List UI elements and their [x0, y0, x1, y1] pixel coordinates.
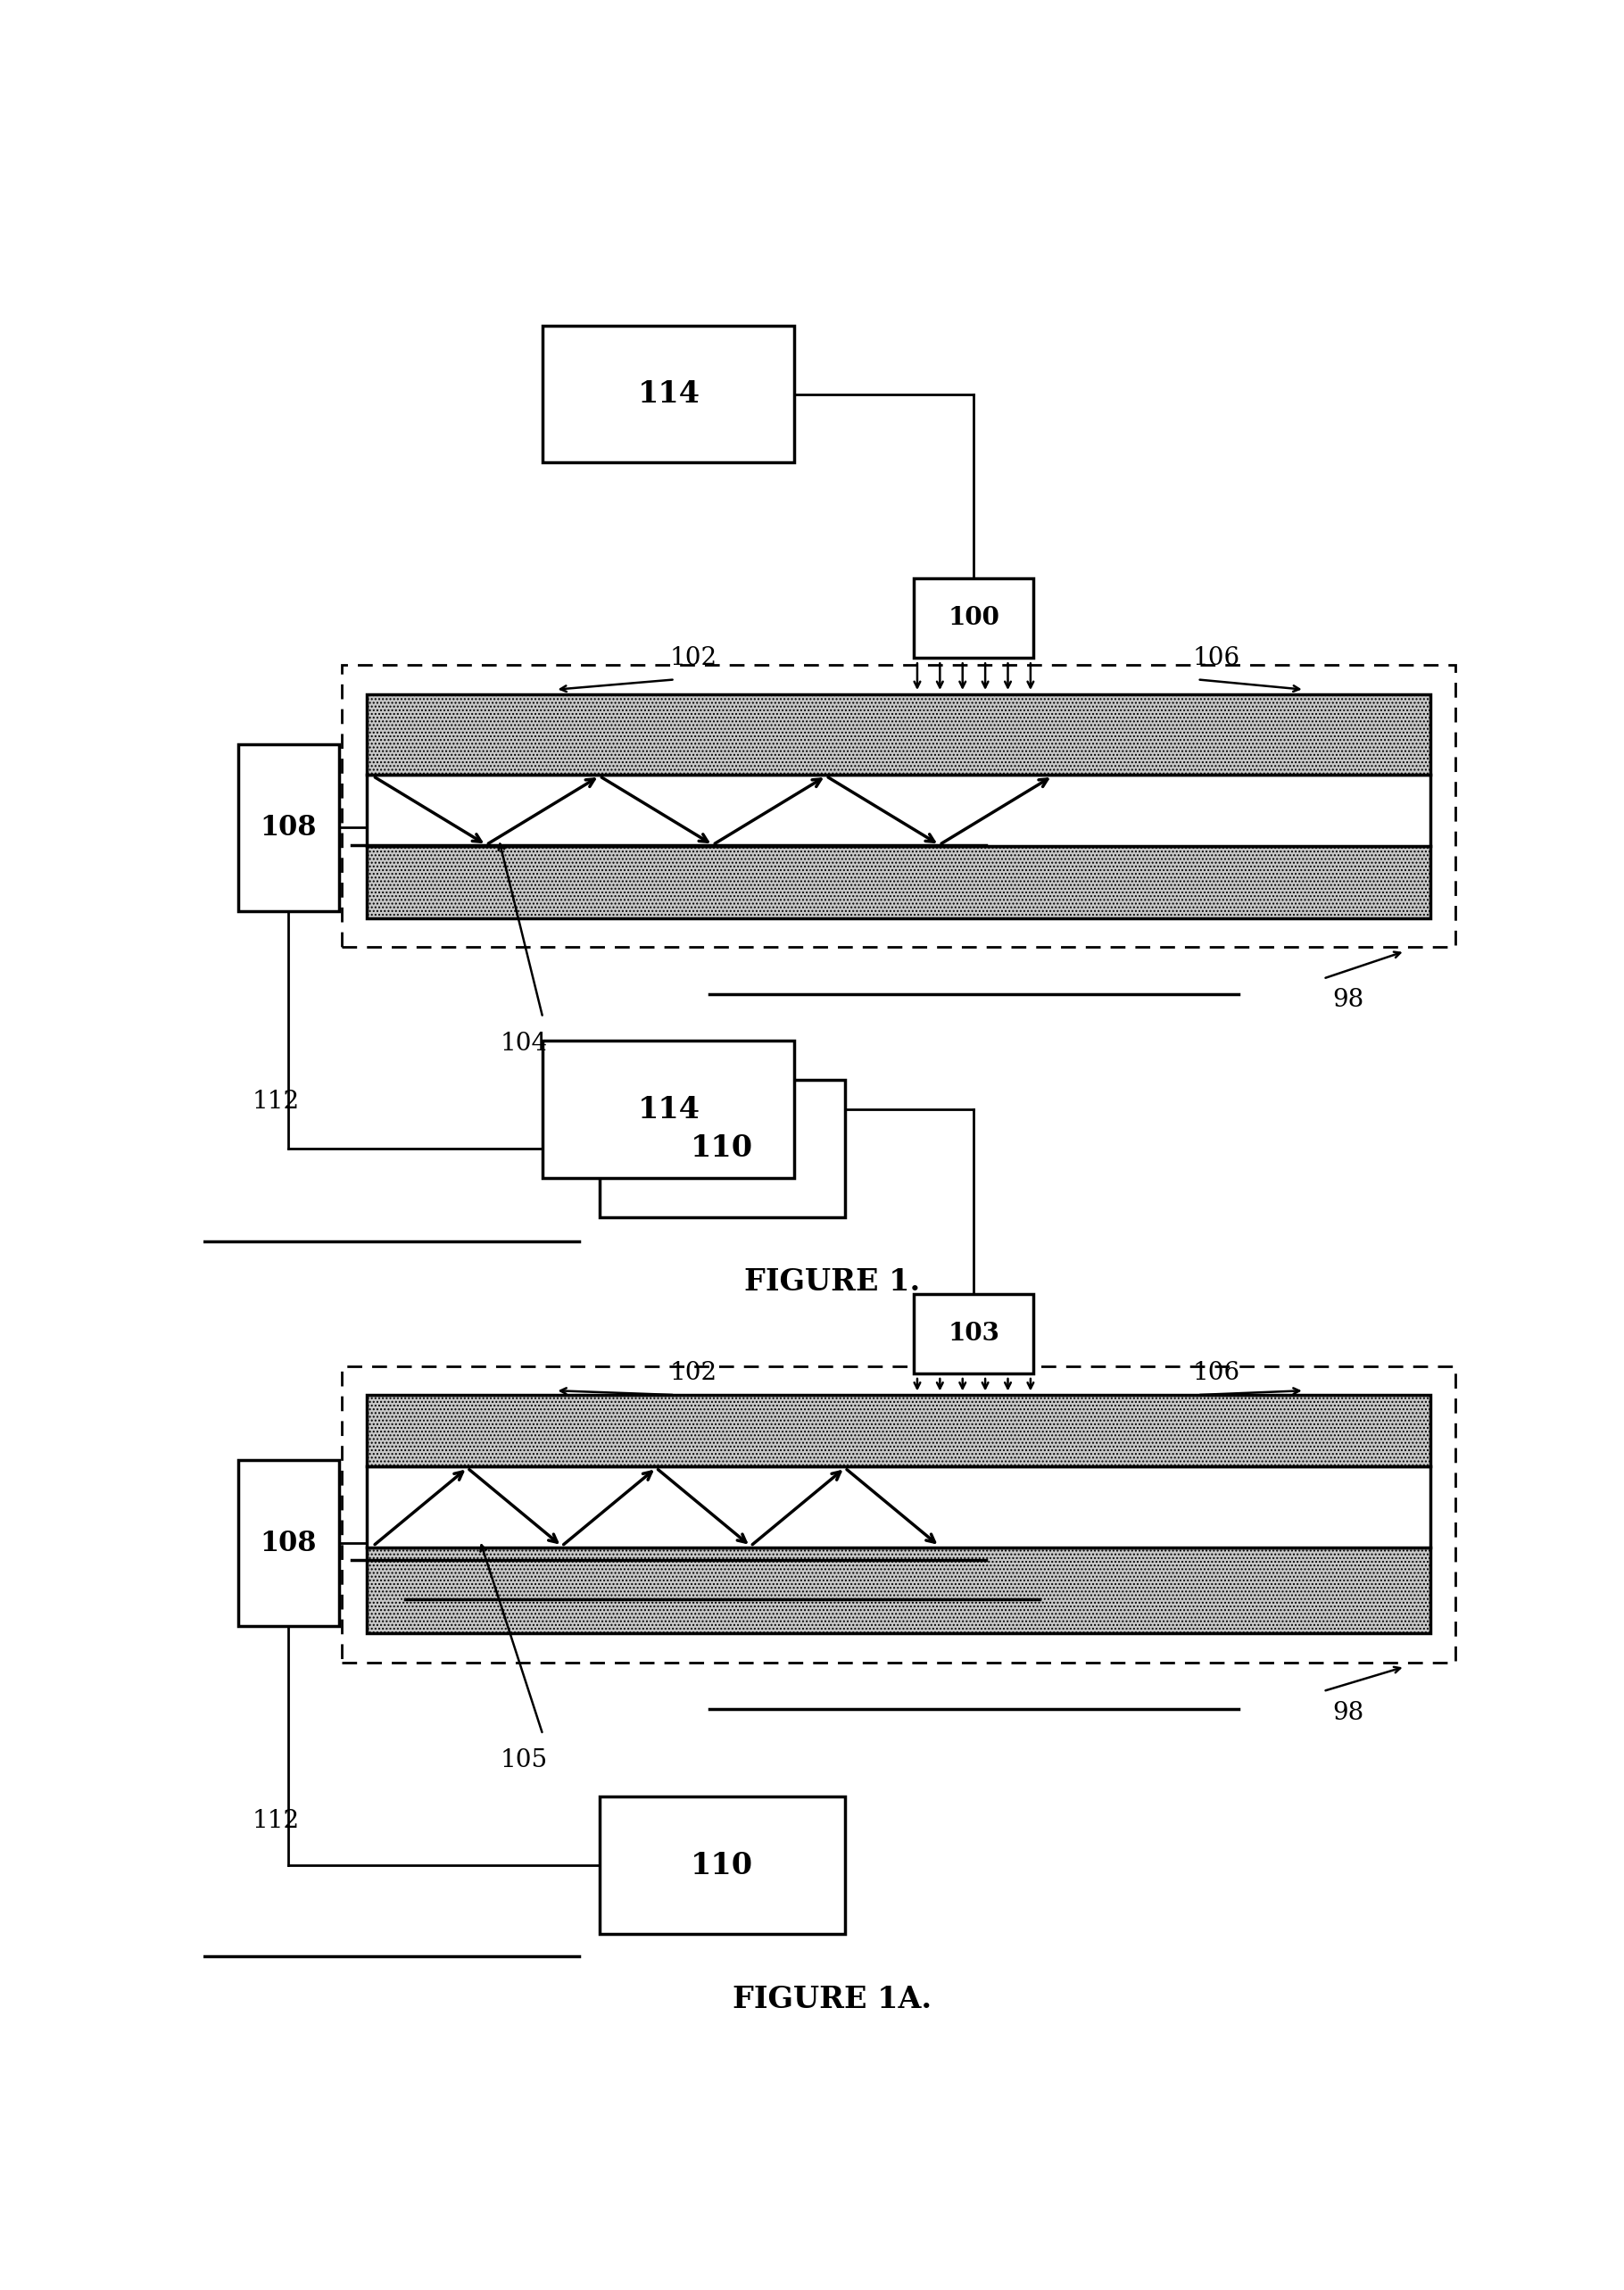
- Text: 98: 98: [1333, 1701, 1364, 1724]
- Bar: [239, 744, 339, 911]
- Text: 112: 112: [252, 1090, 300, 1113]
- Text: 114: 114: [638, 1095, 700, 1124]
- Bar: [367, 1395, 1431, 1466]
- Text: 105: 105: [500, 1750, 547, 1772]
- Text: 108: 108: [260, 1530, 317, 1557]
- Text: 106: 106: [1192, 1360, 1239, 1385]
- Text: 106: 106: [1192, 646, 1239, 671]
- Text: 103: 103: [948, 1321, 1000, 1347]
- Text: 98: 98: [1333, 989, 1364, 1012]
- Bar: [367, 774, 1431, 847]
- Bar: [367, 694, 1431, 774]
- Text: 108: 108: [260, 813, 317, 840]
- Bar: [542, 1042, 794, 1177]
- Bar: [341, 664, 1455, 946]
- Bar: [341, 1367, 1455, 1663]
- Bar: [914, 579, 1033, 657]
- Bar: [367, 1466, 1431, 1548]
- Text: 110: 110: [690, 1134, 754, 1163]
- Text: 110: 110: [690, 1850, 754, 1880]
- Bar: [239, 1461, 339, 1626]
- Bar: [914, 1294, 1033, 1374]
- Text: 102: 102: [671, 646, 718, 671]
- Bar: [367, 847, 1431, 918]
- Bar: [599, 1081, 844, 1218]
- Text: FIGURE 1A.: FIGURE 1A.: [732, 1985, 932, 2013]
- Bar: [599, 1798, 844, 1935]
- Text: 114: 114: [638, 380, 700, 408]
- Text: FIGURE 1.: FIGURE 1.: [744, 1266, 921, 1296]
- Text: 104: 104: [500, 1033, 547, 1056]
- Text: 112: 112: [252, 1809, 300, 1834]
- Text: 100: 100: [948, 607, 1000, 630]
- Text: 102: 102: [671, 1360, 718, 1385]
- Bar: [367, 1548, 1431, 1633]
- Bar: [542, 325, 794, 463]
